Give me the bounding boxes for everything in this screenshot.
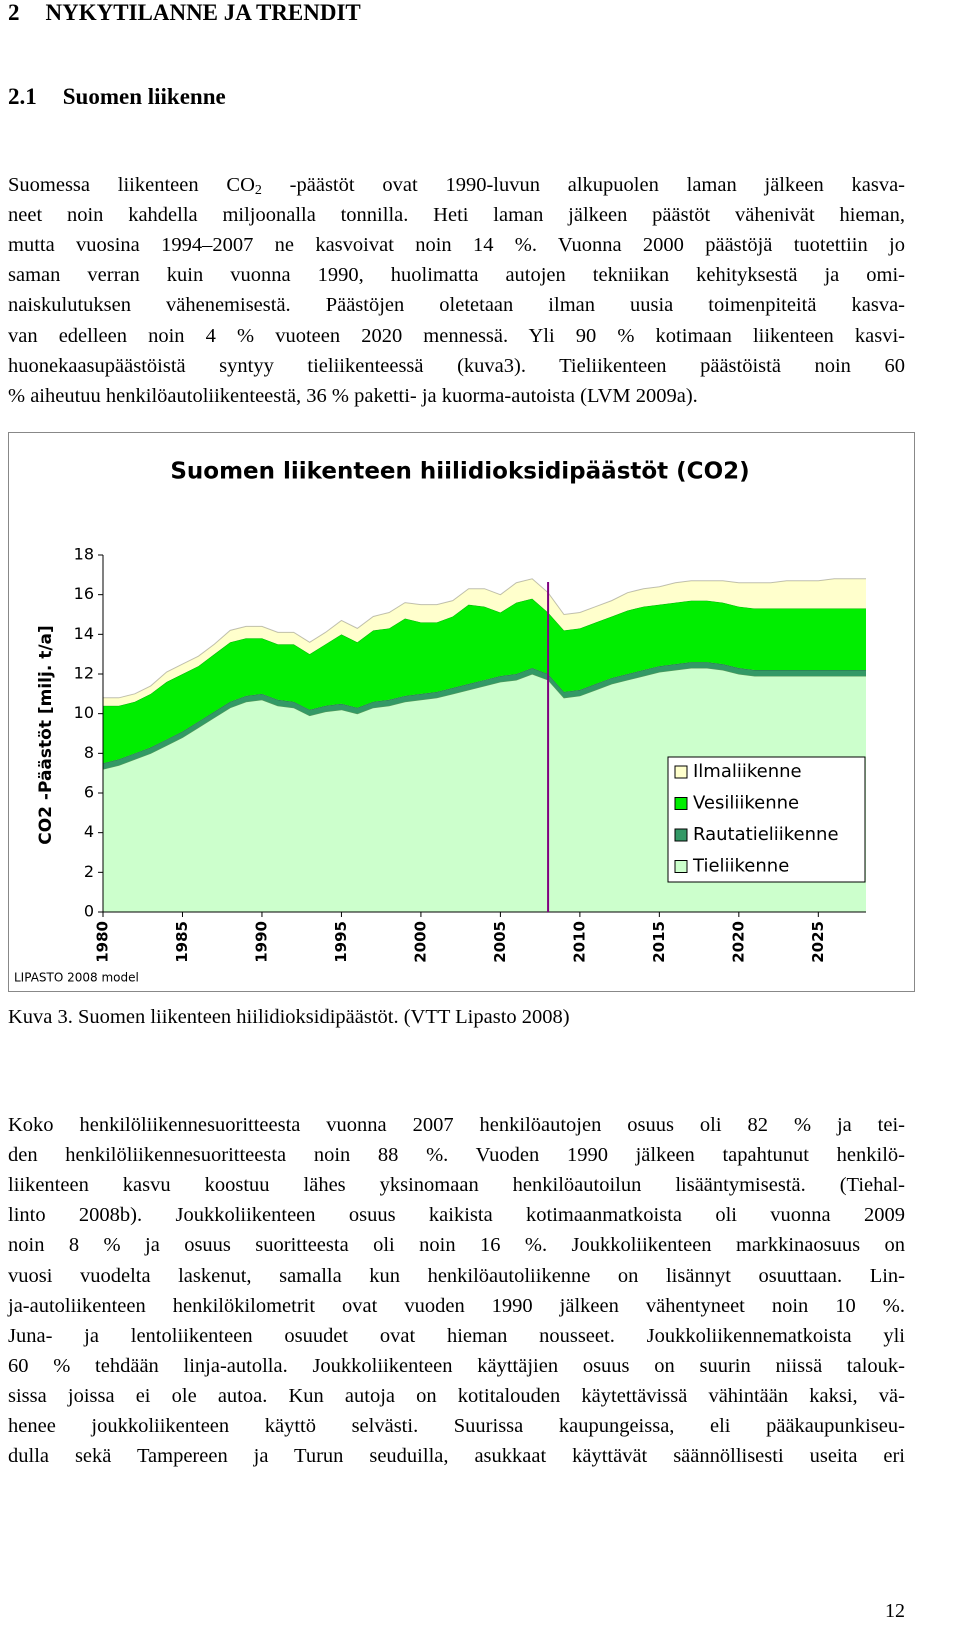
text-line: Juna- ja lentoliikenteen osuudet ovat hi… (8, 1324, 905, 1347)
heading: 2 NYKYTILANNE JA TRENDIT (8, 0, 361, 26)
text-line: dulla sekä Tampereen ja Turun seuduilla,… (8, 1445, 905, 1468)
text-line: den henkilöliikennesuoritteesta noin 88 … (8, 1144, 905, 1167)
x-tick-label: 1985 (173, 921, 191, 963)
chart-note: LIPASTO 2008 model (14, 971, 139, 985)
legend-swatch (674, 860, 688, 873)
y-tick-label: 10 (74, 703, 94, 722)
text-line: Koko henkilöliikennesuoritteesta vuonna … (8, 1114, 905, 1136)
text-line: neet noin kahdella miljoonalla tonnilla.… (8, 204, 905, 227)
legend-label: Vesiliikenne (693, 793, 799, 814)
x-tick-label: 1995 (332, 921, 350, 963)
x-tick-label: 2010 (570, 921, 588, 963)
text-line: sissa joissa ei ole autoa. Kun autoja on… (8, 1384, 905, 1407)
text-line: ja-autoliikenteen henkilökilometrit ovat… (8, 1294, 905, 1317)
x-tick-label: 2020 (729, 921, 747, 963)
legend-label: Tieliikenne (692, 856, 789, 877)
y-tick-label: 8 (84, 743, 94, 762)
heading-text: NYKYTILANNE JA TRENDIT (45, 0, 361, 25)
heading-number: 2 (8, 0, 20, 25)
text-line: 60 % tehdään linja-autolla. Joukkoliiken… (8, 1354, 905, 1377)
x-tick-label: 1990 (252, 921, 270, 963)
text-line: vuosi vuodelta laskenut, samalla kun hen… (8, 1264, 905, 1287)
x-tick-label: 1980 (94, 921, 112, 963)
subheading-text: Suomen liikenne (62, 84, 226, 109)
text-line: linto 2008b). Joukkoliikenteen osuus kai… (8, 1204, 905, 1227)
chart: Suomen liikenteen hiilidioksidipäästöt (… (8, 432, 915, 992)
x-tick-label: 2005 (491, 921, 509, 963)
legend-label: Rautatieliikenne (693, 824, 839, 845)
text-line: mutta vuosina 1994–2007 ne kasvoivat noi… (8, 234, 905, 257)
legend: Ilmaliikenne Vesiliikenne Rautatieliikenne… (667, 756, 866, 883)
page-number: 12 (885, 1600, 905, 1622)
text-line: huonekaasupäästöistä syntyy tieliikentee… (8, 354, 905, 377)
legend-swatch (674, 828, 688, 842)
legend-label: Ilmaliikenne (693, 761, 802, 782)
caption: Kuva 3. Suomen liikenteen hiilidioksidip… (8, 1006, 570, 1028)
text-line: liikenteen kasvu koostuu lähes yksinomaa… (8, 1174, 905, 1197)
subscript: 2 (254, 183, 262, 198)
area (103, 578, 866, 706)
area-edge (103, 578, 866, 699)
y-tick-label: 6 (84, 783, 94, 802)
text-line: noin 8 % ja osuus suoritteesta oli noin … (8, 1234, 905, 1257)
area (103, 662, 866, 770)
y-tick-label: 18 (74, 545, 94, 564)
y-tick-label: 16 (74, 584, 94, 603)
text-part: Suomessa liikenteen CO (8, 174, 255, 196)
area (103, 598, 866, 764)
text-line: Suomessa liikenteen CO2 -päästöt ovat 19… (8, 170, 905, 206)
y-tick-label: 14 (74, 624, 94, 643)
y-tick-label: 2 (84, 862, 94, 881)
subheading-number: 2.1 (8, 84, 37, 109)
y-tick-label: 0 (84, 902, 94, 921)
chart-title: Suomen liikenteen hiilidioksidipäästöt (… (170, 459, 749, 485)
x-tick-label: 2000 (411, 921, 429, 963)
text-line: van edelleen noin 4 % vuoteen 2020 menne… (8, 324, 905, 347)
subheading: 2.1 Suomen liikenne (8, 84, 226, 110)
legend-swatch (674, 797, 688, 810)
x-tick-label: 2025 (809, 921, 827, 963)
x-tick-label: 2015 (650, 921, 668, 963)
y-axis-label: CO2 -Päästöt [milj. t/a] (36, 625, 56, 845)
text-part: -päästöt ovat 1990-luvun alkupuolen lama… (261, 174, 905, 196)
y-tick-label: 4 (84, 822, 94, 841)
text-line: saman verran kuin vuonna 1990, huolimatt… (8, 264, 905, 287)
text-line: % aiheutuu henkilöautoliikenteestä, 36 %… (8, 384, 698, 407)
text-line: naiskulutuksen vähenemisestä. Päästöjen … (8, 294, 905, 317)
legend-box (667, 756, 866, 883)
y-tick-label: 12 (74, 664, 94, 683)
legend-swatch (674, 765, 688, 779)
text-line: henee joukkoliikenteen käyttö selvästi. … (8, 1415, 905, 1437)
